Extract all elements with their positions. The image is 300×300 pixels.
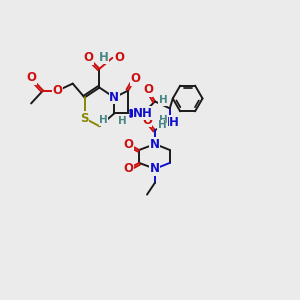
- Text: O: O: [123, 138, 133, 151]
- Text: O: O: [26, 71, 36, 84]
- Text: S: S: [80, 112, 89, 125]
- Text: O: O: [84, 51, 94, 64]
- Text: O: O: [114, 51, 124, 64]
- Text: NH: NH: [133, 107, 153, 120]
- Text: O: O: [130, 72, 140, 85]
- Text: O: O: [123, 162, 133, 175]
- Text: O: O: [53, 84, 63, 97]
- Text: NH: NH: [160, 116, 180, 129]
- Text: H: H: [118, 116, 127, 126]
- Text: H: H: [158, 115, 167, 125]
- Text: O: O: [143, 83, 153, 96]
- Text: N: N: [109, 91, 119, 104]
- Text: H: H: [158, 95, 167, 106]
- Text: H: H: [158, 120, 166, 130]
- Text: O: O: [142, 114, 152, 127]
- Text: N: N: [150, 162, 160, 175]
- Text: N: N: [150, 138, 160, 151]
- Text: H: H: [98, 51, 108, 64]
- Text: H: H: [99, 115, 108, 125]
